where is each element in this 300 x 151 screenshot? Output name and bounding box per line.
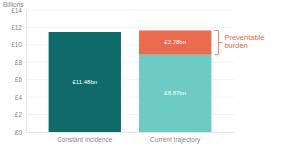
y-tick-label: £10 (11, 41, 22, 48)
y-tick: £6 (15, 76, 26, 83)
y-tick-label: £12 (11, 24, 22, 31)
y-axis: £0£2£4£6£8£10£12£14 (11, 7, 26, 136)
data-label: £2.78bn (164, 39, 186, 45)
x-axis: Constant incidence Current trajectory (27, 132, 235, 144)
y-tick-label: £6 (15, 76, 23, 83)
data-label: £11.48bn (72, 79, 97, 85)
grid-line (26, 27, 234, 28)
x-tick: Current trajectory (150, 132, 201, 144)
bar (139, 30, 211, 54)
x-tick: Constant incidence (57, 132, 113, 143)
bar (139, 55, 211, 132)
annotation-bracket (214, 30, 222, 54)
y-tick: £10 (11, 41, 26, 48)
y-tick-label: £8 (15, 59, 23, 66)
bar (49, 32, 121, 132)
bars (49, 30, 212, 132)
annotation: Preventable burden (224, 33, 266, 51)
y-tick: £8 (15, 59, 26, 66)
y-tick-label: £0 (15, 129, 23, 136)
y-tick: £2 (15, 111, 26, 118)
chart: £0£2£4£6£8£10£12£14Constant incidenceCur… (0, 0, 300, 151)
y-axis-title: Billions (3, 1, 24, 8)
y-axis-line (26, 11, 27, 133)
y-tick-label: £2 (15, 111, 23, 118)
y-tick-label: £4 (15, 94, 23, 101)
data-label: £8.87bn (164, 90, 186, 96)
x-tick-label: Constant incidence (57, 136, 113, 143)
y-tick: £4 (15, 94, 26, 101)
grid (26, 10, 234, 132)
x-tick-label: Current trajectory (150, 136, 201, 144)
x-axis-line (27, 132, 235, 133)
y-tick: £0 (15, 129, 26, 136)
y-tick: £12 (11, 24, 26, 31)
data-labels: £11.48bn £8.87bn £2.78bn (72, 39, 186, 96)
grid-line (26, 10, 234, 11)
plot: £0£2£4£6£8£10£12£14Constant incidenceCur… (11, 7, 266, 144)
